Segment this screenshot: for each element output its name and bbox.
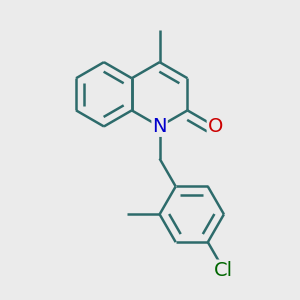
Text: O: O [208, 117, 223, 136]
Text: N: N [152, 117, 167, 136]
Text: Cl: Cl [214, 260, 233, 280]
